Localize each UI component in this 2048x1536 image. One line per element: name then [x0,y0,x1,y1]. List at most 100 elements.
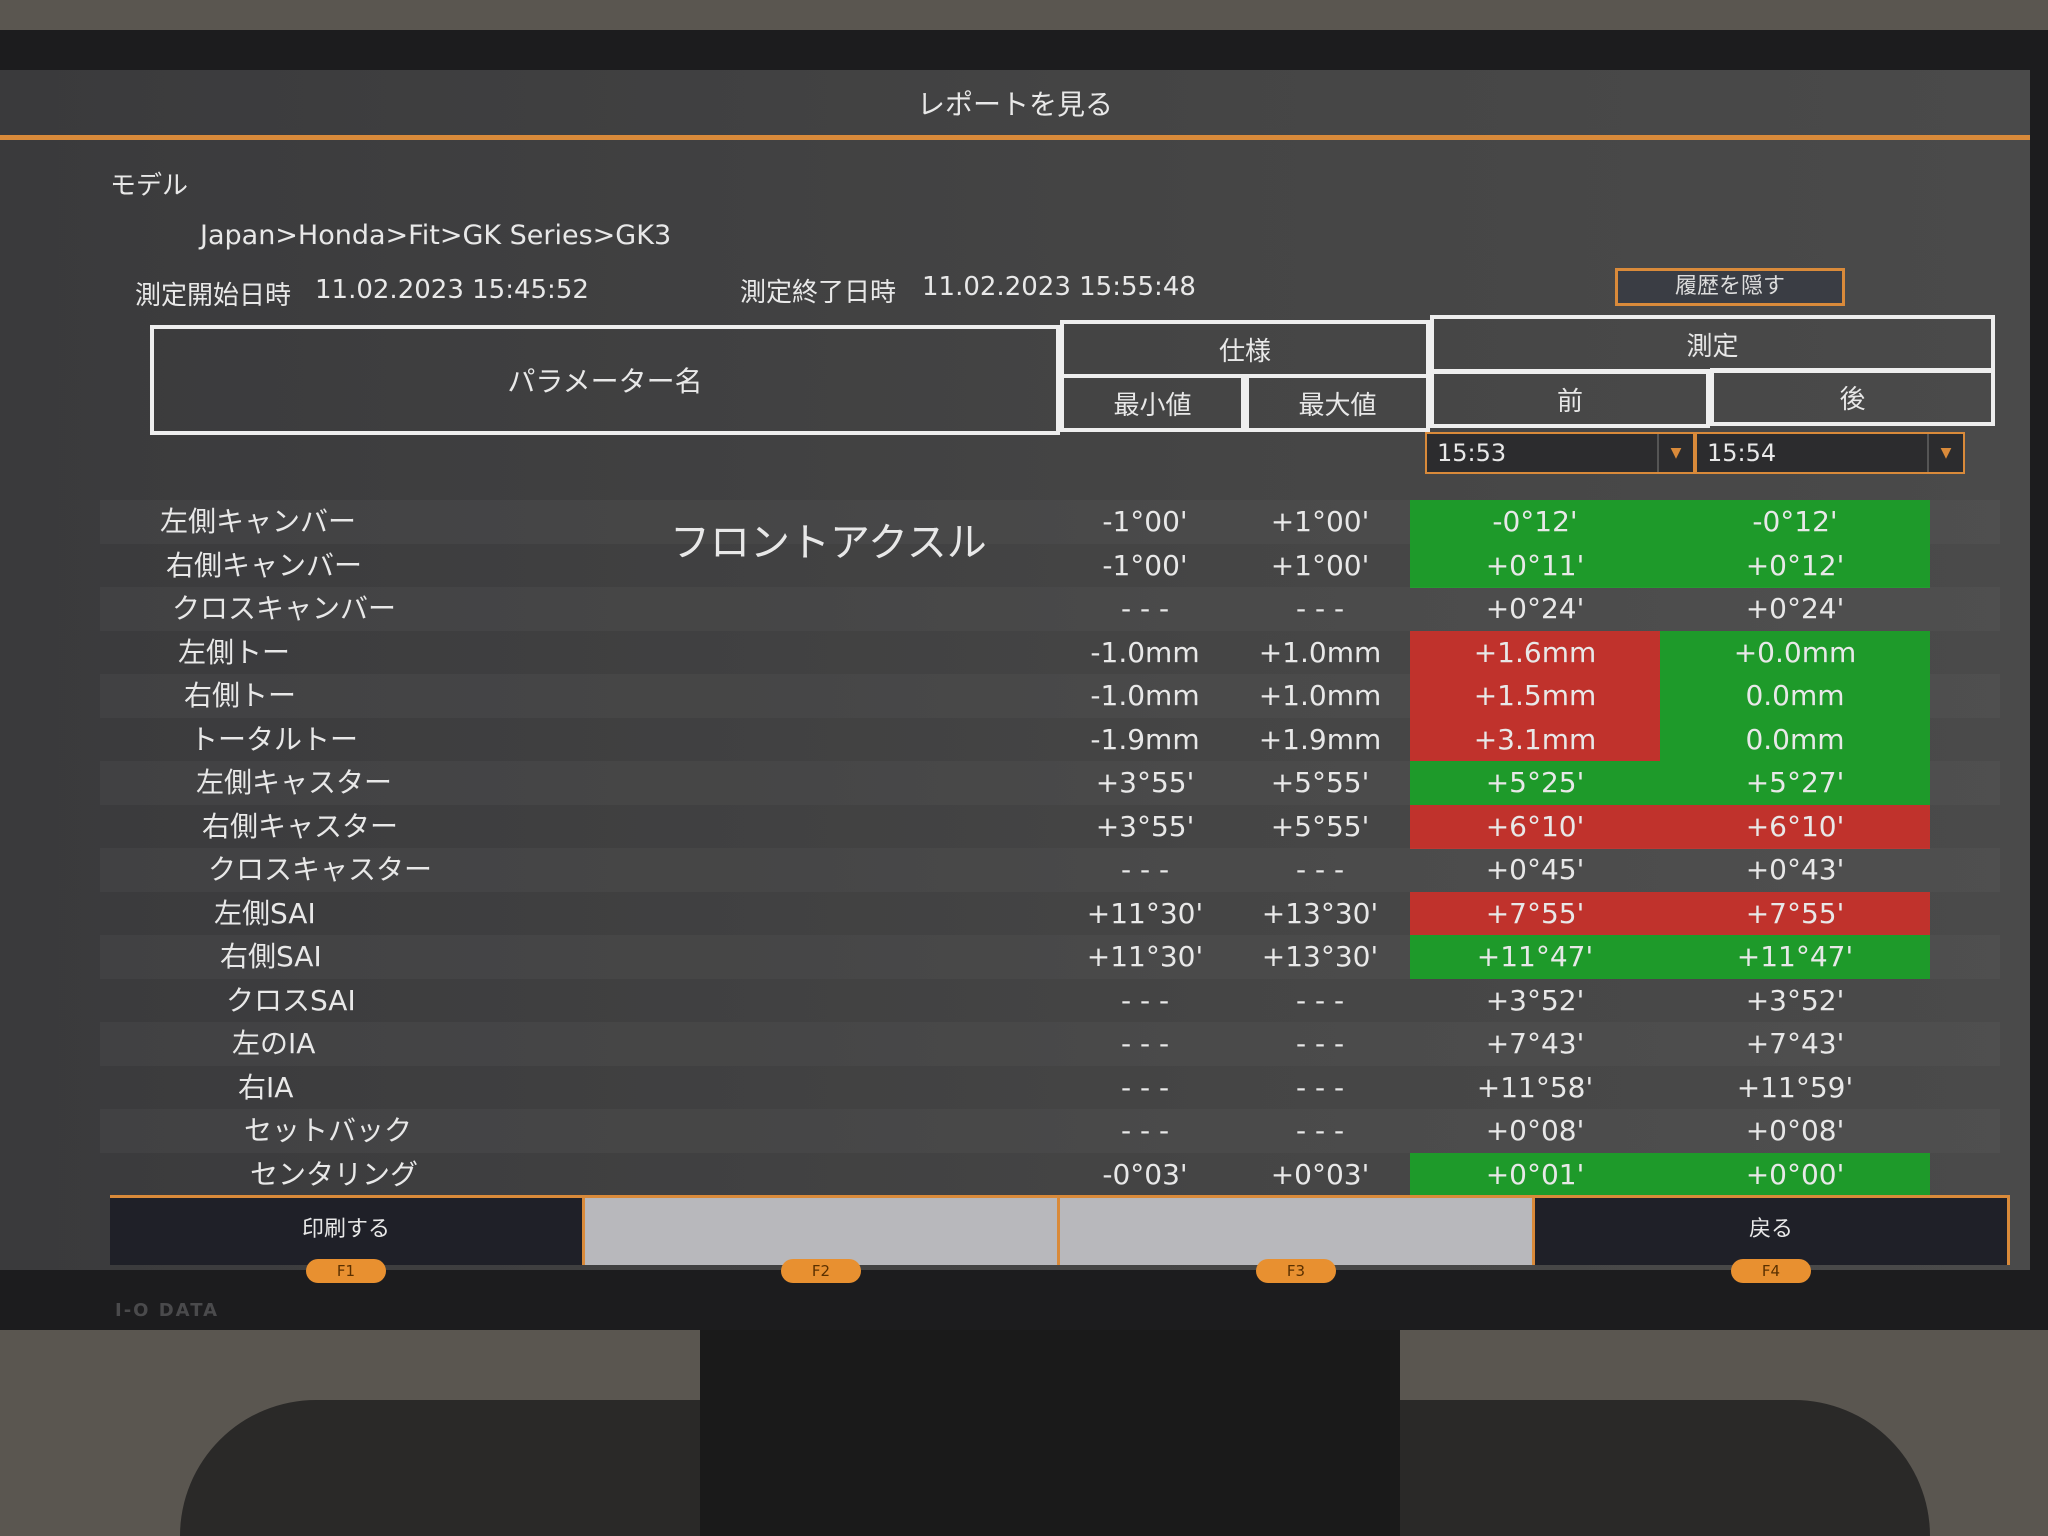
section-front-axle: フロントアクスル [670,520,987,566]
table-row: 左のIA - - - - - - +7°43' +7°43' [100,1022,2000,1066]
spec-max: +5°55' [1270,766,1370,799]
measure-before: +0°45' [1485,853,1585,886]
spec-max: +1.9mm [1258,722,1382,756]
measure-after: +0°00' [1660,1152,1930,1197]
chevron-down-icon[interactable]: ▼ [1927,434,1963,472]
measure-before: +1.6mm [1410,630,1660,675]
table-row: 右側SAI +11°30' +13°30' +11°47' +11°47' [100,935,2000,979]
measure-before: +11°47' [1410,935,1660,979]
spec-max: - - - [1295,983,1345,1017]
spec-max: +13°30' [1261,896,1379,930]
spec-max: - - - [1295,853,1345,886]
param-name: クロスキャスター [208,853,433,886]
param-name: 左側キャンバー [160,505,357,538]
spec-min: - - - [1120,1027,1170,1060]
function-key-f4[interactable]: 戻る F4 [1535,1198,2010,1283]
spec-min: -0°03' [1102,1157,1188,1191]
param-name: 右側キャンバー [166,548,363,582]
spec-max: - - - [1295,1114,1345,1147]
table-row: 左側トー -1.0mm +1.0mm +1.6mm +0.0mm [100,630,2000,675]
measure-before: +7°55' [1410,891,1660,936]
spec-min: +3°55' [1095,766,1195,799]
monitor-stand [700,1330,1400,1536]
header-spec: 仕様 [1060,320,1430,378]
measure-after: 0.0mm [1660,717,1930,762]
table-row: セットバック - - - - - - +0°08' +0°08' [100,1109,2000,1153]
table-row: 右IA - - - - - - +11°58' +11°59' [100,1066,2000,1110]
spec-max: - - - [1295,1070,1345,1104]
measure-after: +7°55' [1660,891,1930,936]
measure-after: +11°59' [1736,1070,1854,1104]
spec-min: - - - [1120,1070,1170,1104]
table-row: クロスSAI - - - - - - +3°52' +3°52' [100,979,2000,1023]
measure-before: +0°01' [1410,1152,1660,1197]
measure-before: +7°43' [1485,1027,1585,1060]
table-row: トータルトー -1.9mm +1.9mm +3.1mm 0.0mm [100,717,2000,762]
function-key-f2[interactable]: F2 [585,1198,1060,1283]
measure-after: +5°27' [1660,761,1930,805]
header-param-name: パラメーター名 [150,325,1060,435]
end-time-value: 11.02.2023 15:55:48 [922,272,1196,302]
param-name: 左のIA [232,1027,316,1060]
spec-min: -1.0mm [1090,679,1200,712]
header-min: 最小値 [1060,374,1245,432]
measure-after: +11°47' [1660,935,1930,979]
table-row: 右側キャスター +3°55' +5°55' +6°10' +6°10' [100,804,2000,849]
after-time-select[interactable]: 15:54 ▼ [1695,432,1965,474]
header-before: 前 [1430,370,1710,428]
spec-min: +11°30' [1086,896,1204,930]
header-measure: 測定 [1430,315,1995,373]
measure-after: +0.0mm [1660,630,1930,675]
spec-min: -1.0mm [1090,635,1200,669]
spec-max: +1°00' [1270,548,1370,582]
measure-after: 0.0mm [1660,674,1930,718]
function-key-f1[interactable]: 印刷する F1 [110,1198,585,1283]
before-time-select[interactable]: 15:53 ▼ [1425,432,1695,474]
header-after: 後 [1710,368,1995,426]
start-time-value: 11.02.2023 15:45:52 [315,275,589,305]
measure-before: +3.1mm [1410,717,1660,762]
chevron-down-icon[interactable]: ▼ [1657,434,1693,472]
function-key-f3[interactable]: F3 [1060,1198,1535,1283]
measure-before: +3°52' [1485,983,1585,1017]
after-time-value: 15:54 [1707,439,1777,467]
param-name: 左側SAI [214,896,316,930]
table-row: クロスキャスター - - - - - - +0°45' +0°43' [100,848,2000,892]
param-name: クロスキャンバー [172,592,397,625]
spec-min: - - - [1120,1114,1170,1147]
measure-before: +0°11' [1410,543,1660,588]
table-row: センタリング -0°03' +0°03' +0°01' +0°00' [100,1152,2000,1197]
spec-max: +5°55' [1270,809,1370,843]
measure-after: +0°12' [1660,543,1930,588]
param-name: センタリング [250,1157,419,1191]
header-max: 最大値 [1245,374,1430,432]
spec-max: +1°00' [1270,505,1370,538]
measure-after: +0°43' [1745,853,1845,886]
param-name: 左側トー [178,635,291,669]
function-key-tag: F2 [781,1259,861,1283]
table-row: 左側SAI +11°30' +13°30' +7°55' +7°55' [100,891,2000,936]
table-row: クロスキャンバー - - - - - - +0°24' +0°24' [100,587,2000,631]
param-name: 右側SAI [220,940,322,973]
model-breadcrumb: Japan>Honda>Fit>GK Series>GK3 [200,220,672,251]
measure-after: -0°12' [1660,500,1930,544]
spec-min: - - - [1120,592,1170,625]
table-row: 右側キャンバー -1°00' +1°00' +0°11' +0°12' [100,543,2000,588]
hide-history-button[interactable]: 履歴を隠す [1615,268,1845,306]
spec-max: +1.0mm [1258,679,1382,712]
spec-max: +0°03' [1270,1157,1370,1191]
spec-min: +3°55' [1095,809,1195,843]
model-label: モデル [110,171,189,201]
table-row: 右側トー -1.0mm +1.0mm +1.5mm 0.0mm [100,674,2000,718]
measure-before: -0°12' [1410,500,1660,544]
spec-min: -1°00' [1102,505,1188,538]
table-row: 左側キャンバー -1°00' +1°00' -0°12' -0°12' [100,500,2000,544]
param-name: 右側トー [184,679,297,712]
end-time-label: 測定終了日時 [740,278,897,308]
spec-min: -1.9mm [1090,722,1200,756]
function-key-bar: 印刷する F1 F2 F3 戻る F4 [110,1195,2010,1283]
param-name: クロスSAI [226,983,356,1017]
param-name: 右側キャスター [202,809,399,843]
start-time-label: 測定開始日時 [135,281,292,311]
function-key-tag: F1 [306,1259,386,1283]
